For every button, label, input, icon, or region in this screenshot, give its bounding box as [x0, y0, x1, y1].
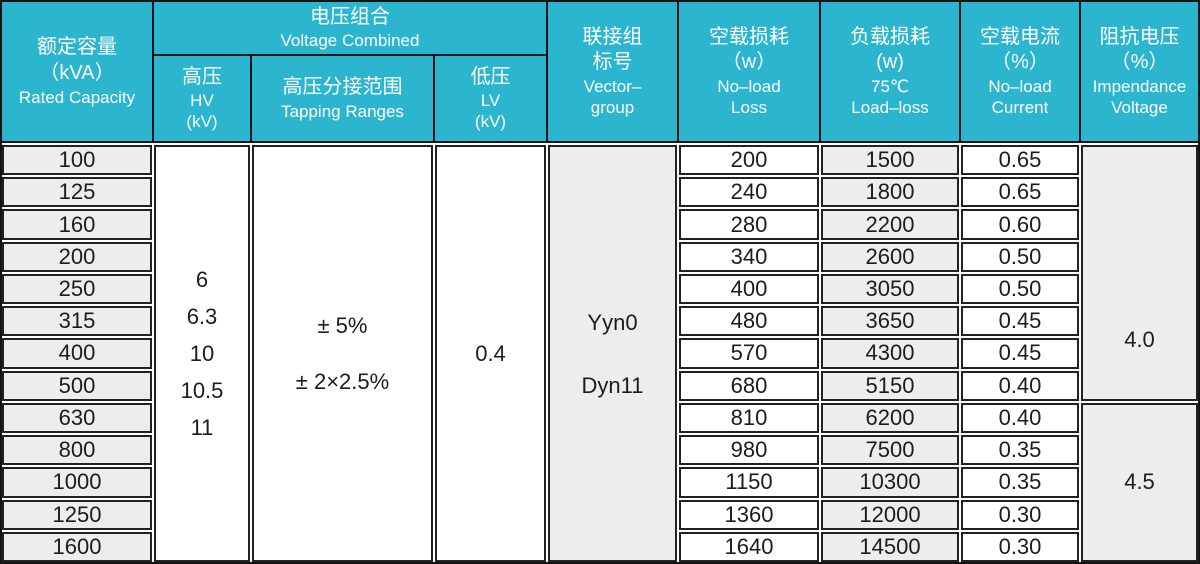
header-vector-group-zh: 联接组 标号	[582, 25, 643, 74]
cell-load-loss: 14500	[821, 531, 959, 562]
cell-no-load-loss: 400	[679, 273, 819, 305]
cell-no-load-current: 0.35	[961, 467, 1079, 498]
cell-no-load-current: 0.50	[961, 273, 1079, 305]
cell-no-load-current: 0.40	[961, 370, 1079, 401]
header-no-load-current-en: No–load Current	[988, 77, 1052, 118]
header-tapping-zh: 高压分接范围	[282, 76, 403, 99]
header-hv: 高压 HV (kV)	[154, 56, 250, 141]
cell-no-load-current: 0.45	[961, 338, 1079, 369]
cell-no-load-current: 0.65	[961, 145, 1079, 176]
cell-load-loss: 2600	[821, 241, 959, 272]
cell-no-load-current: 0.35	[961, 435, 1079, 466]
header-impedance-en: Impendance Voltage	[1092, 77, 1187, 118]
cell-load-loss: 10300	[821, 467, 959, 498]
cell-vector-values: Yyn0 Dyn11	[548, 145, 677, 562]
header-load-loss: 负载损耗 (w) 75℃ Load–loss	[821, 2, 959, 141]
cell-capacity: 1250	[2, 499, 152, 530]
table-header: 额定容量 （kVA） Rated Capacity 电压组合 Voltage C…	[2, 2, 1198, 143]
cell-capacity: 200	[2, 241, 152, 272]
header-tapping: 高压分接范围 Tapping Ranges	[252, 56, 433, 141]
header-lv: 低压 LV (kV)	[435, 56, 546, 141]
cell-capacity: 400	[2, 338, 152, 369]
cell-no-load-current: 0.45	[961, 306, 1079, 337]
cell-capacity: 160	[2, 209, 152, 240]
header-voltage-combined-en: Voltage Combined	[280, 31, 420, 51]
header-vector-group: 联接组 标号 Vector– group	[548, 2, 677, 141]
header-no-load-loss: 空载损耗 （w） No–load Loss	[679, 2, 819, 141]
cell-no-load-current: 0.30	[961, 499, 1079, 530]
cell-capacity: 1000	[2, 467, 152, 498]
cell-load-loss: 12000	[821, 499, 959, 530]
cell-capacity: 630	[2, 402, 152, 434]
cell-capacity: 100	[2, 145, 152, 176]
cell-capacity: 800	[2, 435, 152, 466]
cell-load-loss: 7500	[821, 435, 959, 466]
cell-load-loss: 3650	[821, 306, 959, 337]
cell-no-load-loss: 240	[679, 177, 819, 208]
cell-no-load-current: 0.50	[961, 241, 1079, 272]
cell-no-load-loss: 1360	[679, 499, 819, 530]
cell-no-load-current: 0.30	[961, 531, 1079, 562]
header-impedance-zh: 阻抗电压 （%）	[1099, 25, 1180, 74]
cell-capacity: 500	[2, 370, 152, 401]
header-rated-capacity-en: Rated Capacity	[18, 87, 136, 107]
cell-no-load-loss: 570	[679, 338, 819, 369]
cell-no-load-current: 0.60	[961, 209, 1079, 240]
cell-capacity: 315	[2, 306, 152, 337]
header-lv-zh: 低压	[470, 65, 511, 88]
cell-load-loss: 6200	[821, 402, 959, 434]
header-impedance: 阻抗电压 （%） Impendance Voltage	[1081, 2, 1198, 141]
header-hv-zh: 高压	[182, 65, 222, 88]
cell-tapping-values: ± 5% ± 2×2.5%	[252, 145, 433, 562]
header-load-loss-en: 75℃ Load–loss	[851, 77, 929, 118]
cell-no-load-loss: 280	[679, 209, 819, 240]
cell-no-load-loss: 200	[679, 145, 819, 176]
cell-no-load-loss: 680	[679, 370, 819, 401]
cell-lv-value: 0.4	[435, 145, 546, 562]
cell-no-load-loss: 340	[679, 241, 819, 272]
header-rated-capacity: 额定容量 （kVA） Rated Capacity	[2, 2, 152, 141]
cell-load-loss: 1500	[821, 145, 959, 176]
header-vector-group-en: Vector– group	[583, 77, 642, 118]
header-no-load-current: 空载电流 （%） No–load Current	[961, 2, 1079, 141]
cell-load-loss: 4300	[821, 338, 959, 369]
table-body: 6 6.3 10 10.5 11 ± 5% ± 2×2.5% 0.4 Yyn0 …	[2, 143, 1198, 562]
cell-no-load-loss: 480	[679, 306, 819, 337]
cell-no-load-current: 0.40	[961, 402, 1079, 434]
cell-no-load-loss: 810	[679, 402, 819, 434]
cell-impedance-4-5: 4.5	[1081, 402, 1198, 562]
cell-impedance-4-0: 4.0	[1081, 145, 1198, 401]
header-no-load-loss-zh: 空载损耗 （w）	[709, 25, 789, 74]
cell-load-loss: 2200	[821, 209, 959, 240]
header-hv-en: HV (kV)	[186, 91, 218, 132]
cell-no-load-current: 0.65	[961, 177, 1079, 208]
header-no-load-loss-en: No–load Loss	[717, 77, 781, 118]
cell-load-loss: 1800	[821, 177, 959, 208]
header-voltage-combined-zh: 电压组合	[310, 5, 390, 28]
cell-capacity: 1600	[2, 531, 152, 562]
cell-capacity: 125	[2, 177, 152, 208]
header-voltage-combined-group: 电压组合 Voltage Combined	[154, 2, 546, 54]
cell-no-load-loss: 1150	[679, 467, 819, 498]
cell-load-loss: 3050	[821, 273, 959, 305]
cell-no-load-loss: 980	[679, 435, 819, 466]
cell-hv-values: 6 6.3 10 10.5 11	[154, 145, 250, 562]
header-rated-capacity-zh: 额定容量 （kVA）	[37, 36, 117, 84]
header-lv-en: LV (kV)	[474, 91, 507, 132]
cell-capacity: 250	[2, 273, 152, 305]
cell-no-load-loss: 1640	[679, 531, 819, 562]
header-no-load-current-zh: 空载电流 （%）	[980, 25, 1060, 74]
cell-load-loss: 5150	[821, 370, 959, 401]
header-load-loss-zh: 负载损耗 (w)	[850, 25, 930, 74]
header-tapping-en: Tapping Ranges	[281, 101, 404, 121]
